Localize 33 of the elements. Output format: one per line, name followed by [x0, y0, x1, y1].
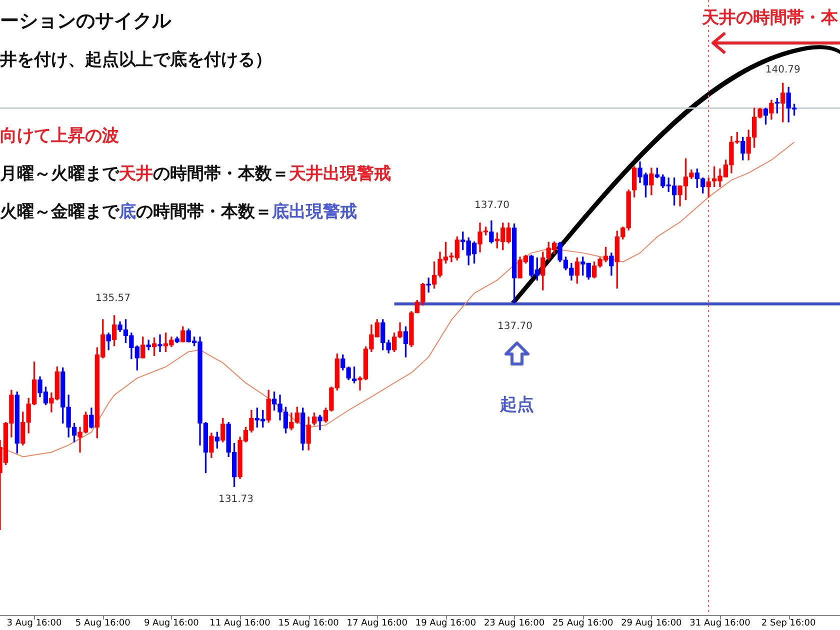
annotation: 137.70 — [474, 200, 510, 211]
x-tick-label: 2 Sep 16:00 — [761, 618, 816, 629]
annotation: 月曜～火曜まで — [0, 164, 119, 184]
x-tick-label: 23 Aug 16:00 — [484, 618, 545, 629]
chart-title: ーションのサイクル — [0, 9, 171, 34]
annotation: 底 — [119, 202, 136, 222]
annotation: 140.79 — [765, 64, 800, 76]
annotation: の時間帯・本数＝ — [153, 164, 289, 184]
annotation: 137.70 — [498, 321, 532, 332]
annotation: 火曜～金曜まで — [0, 202, 119, 222]
annotation: 起点 — [500, 394, 534, 416]
annotation: の時間帯・本数＝ — [136, 202, 272, 222]
annotation: 135.57 — [96, 293, 130, 304]
x-tick-label: 11 Aug 16:00 — [210, 618, 271, 629]
x-tick-label: 29 Aug 16:00 — [621, 618, 682, 629]
candlestick — [146, 340, 151, 350]
x-tick-label: 17 Aug 16:00 — [346, 618, 408, 629]
annotation: 天井 — [119, 164, 153, 184]
x-tick-label: 9 Aug 16:00 — [144, 618, 200, 629]
candlestick — [426, 278, 431, 293]
annotation: 向けて上昇の波 — [0, 126, 119, 146]
annotation: 131.73 — [218, 494, 254, 505]
x-tick-label: 15 Aug 16:00 — [278, 618, 340, 629]
x-tick-label: 5 Aug 16:00 — [75, 618, 131, 629]
annotation: 天井出現警戒 — [289, 164, 391, 184]
candlestick — [158, 334, 162, 352]
x-tick-label: 31 Aug 16:00 — [690, 618, 751, 629]
x-tick-label: 19 Aug 16:00 — [415, 618, 476, 629]
annotation: 底出現警戒 — [272, 202, 357, 222]
x-tick-label: 3 Aug 16:00 — [6, 618, 62, 629]
x-tick-label: 25 Aug 16:00 — [552, 618, 614, 629]
chart-subtitle: 井を付け、起点以上で底を付ける） — [0, 49, 272, 71]
text: 天井の時間帯・本 — [702, 7, 838, 29]
